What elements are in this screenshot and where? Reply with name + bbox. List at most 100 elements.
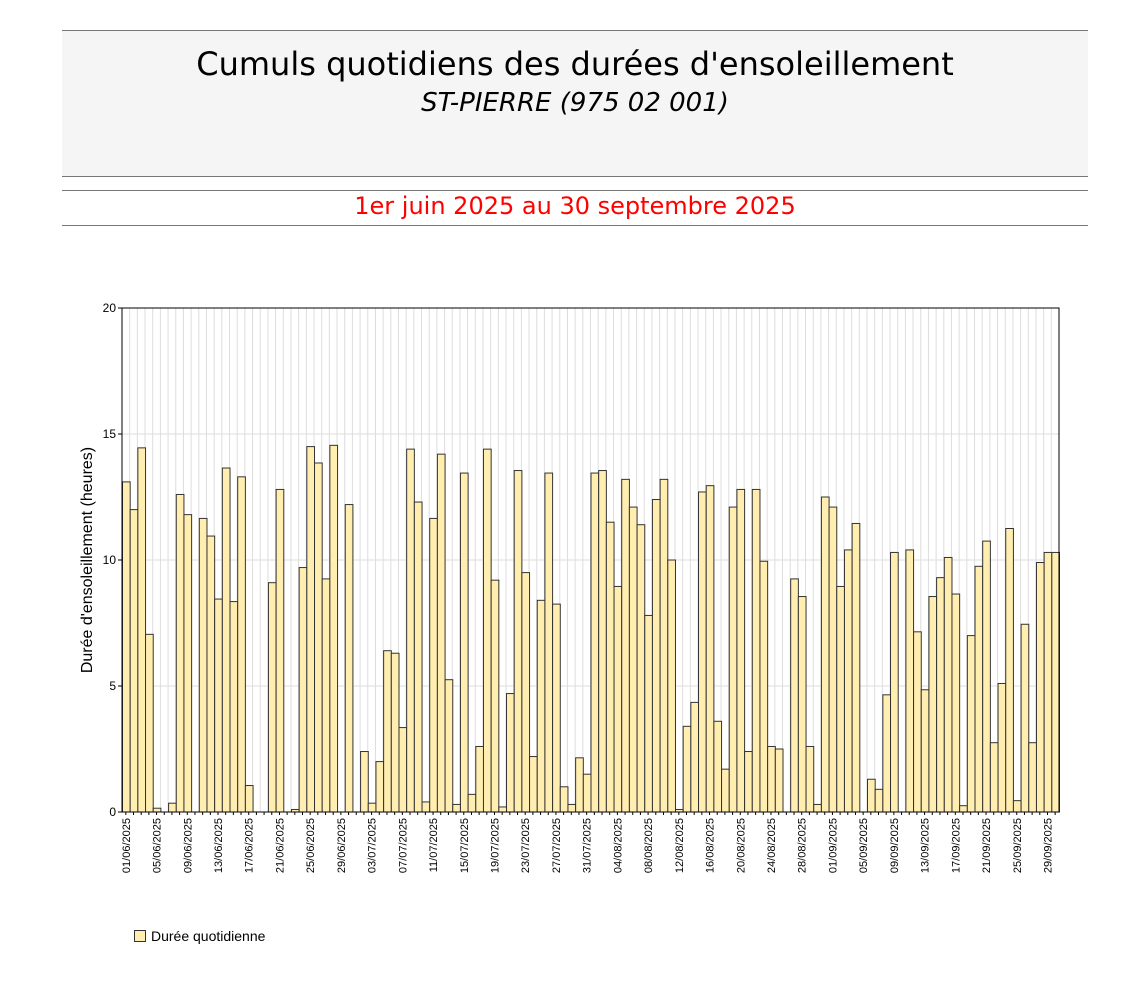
bar [882, 694, 892, 813]
bar [790, 578, 799, 813]
station-subtitle: ST-PIERRE (975 02 001) [421, 88, 729, 118]
bar [721, 768, 730, 813]
bar [521, 572, 531, 813]
bar [805, 745, 815, 813]
bar [1020, 623, 1030, 813]
bar [1028, 742, 1037, 813]
legend: Durée quotidienne [134, 928, 265, 944]
x-tick-label: 17/09/2025 [950, 818, 962, 873]
x-tick-label: 05/09/2025 [858, 818, 870, 873]
x-tick-label: 08/08/2025 [643, 818, 655, 873]
bar [667, 559, 676, 813]
x-tick-label: 09/06/2025 [182, 818, 194, 873]
x-tick-label: 05/06/2025 [152, 818, 164, 873]
bar [966, 635, 976, 813]
x-tick-label: 01/06/2025 [121, 818, 133, 873]
bar [1043, 551, 1053, 813]
bar [421, 801, 431, 813]
bar [529, 756, 538, 813]
bar [367, 802, 377, 813]
bar [989, 742, 999, 813]
x-tick-label: 12/08/2025 [674, 818, 686, 873]
bar [836, 585, 845, 813]
bar [475, 745, 484, 813]
bar [506, 693, 515, 813]
bar [959, 805, 968, 813]
bar [936, 577, 945, 813]
x-tick-label: 19/07/2025 [489, 818, 501, 873]
bar [275, 488, 285, 813]
bar [152, 807, 162, 813]
x-tick-label: 25/06/2025 [305, 818, 317, 873]
x-axis: 01/06/2025 05/06/2025 09/06/2025 13/06/2025… [121, 812, 1056, 873]
bar [621, 478, 630, 813]
x-tick-label: 15/07/2025 [459, 818, 471, 873]
y-axis: 0 5 10 15 20 [103, 301, 122, 819]
x-tick-label: 20/08/2025 [735, 818, 747, 873]
bar [820, 496, 830, 813]
bar [536, 599, 546, 813]
bar [851, 522, 861, 813]
x-tick-label: 07/07/2025 [397, 818, 409, 873]
bar [774, 748, 784, 813]
bar [928, 596, 938, 813]
bar [751, 488, 761, 813]
bar [920, 689, 930, 813]
bar [705, 485, 715, 813]
x-tick-label: 29/09/2025 [1042, 818, 1054, 873]
bar [682, 725, 692, 813]
bar [544, 472, 554, 813]
chart-title: Cumuls quotidiens des durées d'ensoleill… [196, 45, 954, 83]
bar [582, 773, 592, 813]
bar [552, 603, 561, 813]
bar [429, 517, 438, 813]
bar [459, 472, 469, 813]
bar [974, 565, 984, 813]
bar [828, 506, 838, 813]
y-tick-label: 15 [103, 427, 117, 441]
bar [360, 751, 369, 813]
bar [943, 556, 953, 813]
bar [183, 514, 193, 813]
bar [866, 778, 876, 813]
bar [636, 524, 646, 813]
bar [713, 720, 723, 813]
bar [237, 476, 246, 813]
bar [406, 448, 415, 813]
x-tick-label: 03/07/2025 [367, 818, 379, 873]
x-tick-label: 04/08/2025 [612, 818, 624, 873]
bar [329, 444, 339, 813]
bar [321, 578, 331, 813]
legend-swatch-icon [134, 930, 146, 942]
bar [1051, 551, 1061, 813]
bar [644, 614, 653, 813]
bar [951, 593, 961, 813]
bar [628, 506, 638, 813]
bar [244, 785, 254, 813]
bar [383, 650, 392, 813]
bar [890, 551, 899, 813]
x-tick-label: 21/09/2025 [981, 818, 993, 873]
bar [1005, 528, 1014, 813]
bar [390, 652, 400, 813]
x-tick-label: 13/06/2025 [213, 818, 225, 873]
bar [413, 501, 423, 813]
bar [129, 509, 139, 813]
bar [982, 540, 991, 813]
bar [759, 560, 769, 813]
x-tick-label: 23/07/2025 [520, 818, 532, 873]
bar [559, 786, 569, 813]
bar [482, 448, 492, 813]
bar [498, 806, 508, 813]
period-label: 1er juin 2025 au 30 septembre 2025 [354, 192, 796, 220]
x-tick-label: 21/06/2025 [274, 818, 286, 873]
bar [874, 788, 884, 813]
bar [905, 549, 915, 813]
bar [314, 462, 323, 813]
bar [375, 761, 385, 813]
bar [444, 679, 454, 813]
bar [813, 803, 822, 813]
bar [221, 467, 231, 813]
x-tick-label: 27/07/2025 [551, 818, 563, 873]
x-tick-label: 16/08/2025 [705, 818, 717, 873]
